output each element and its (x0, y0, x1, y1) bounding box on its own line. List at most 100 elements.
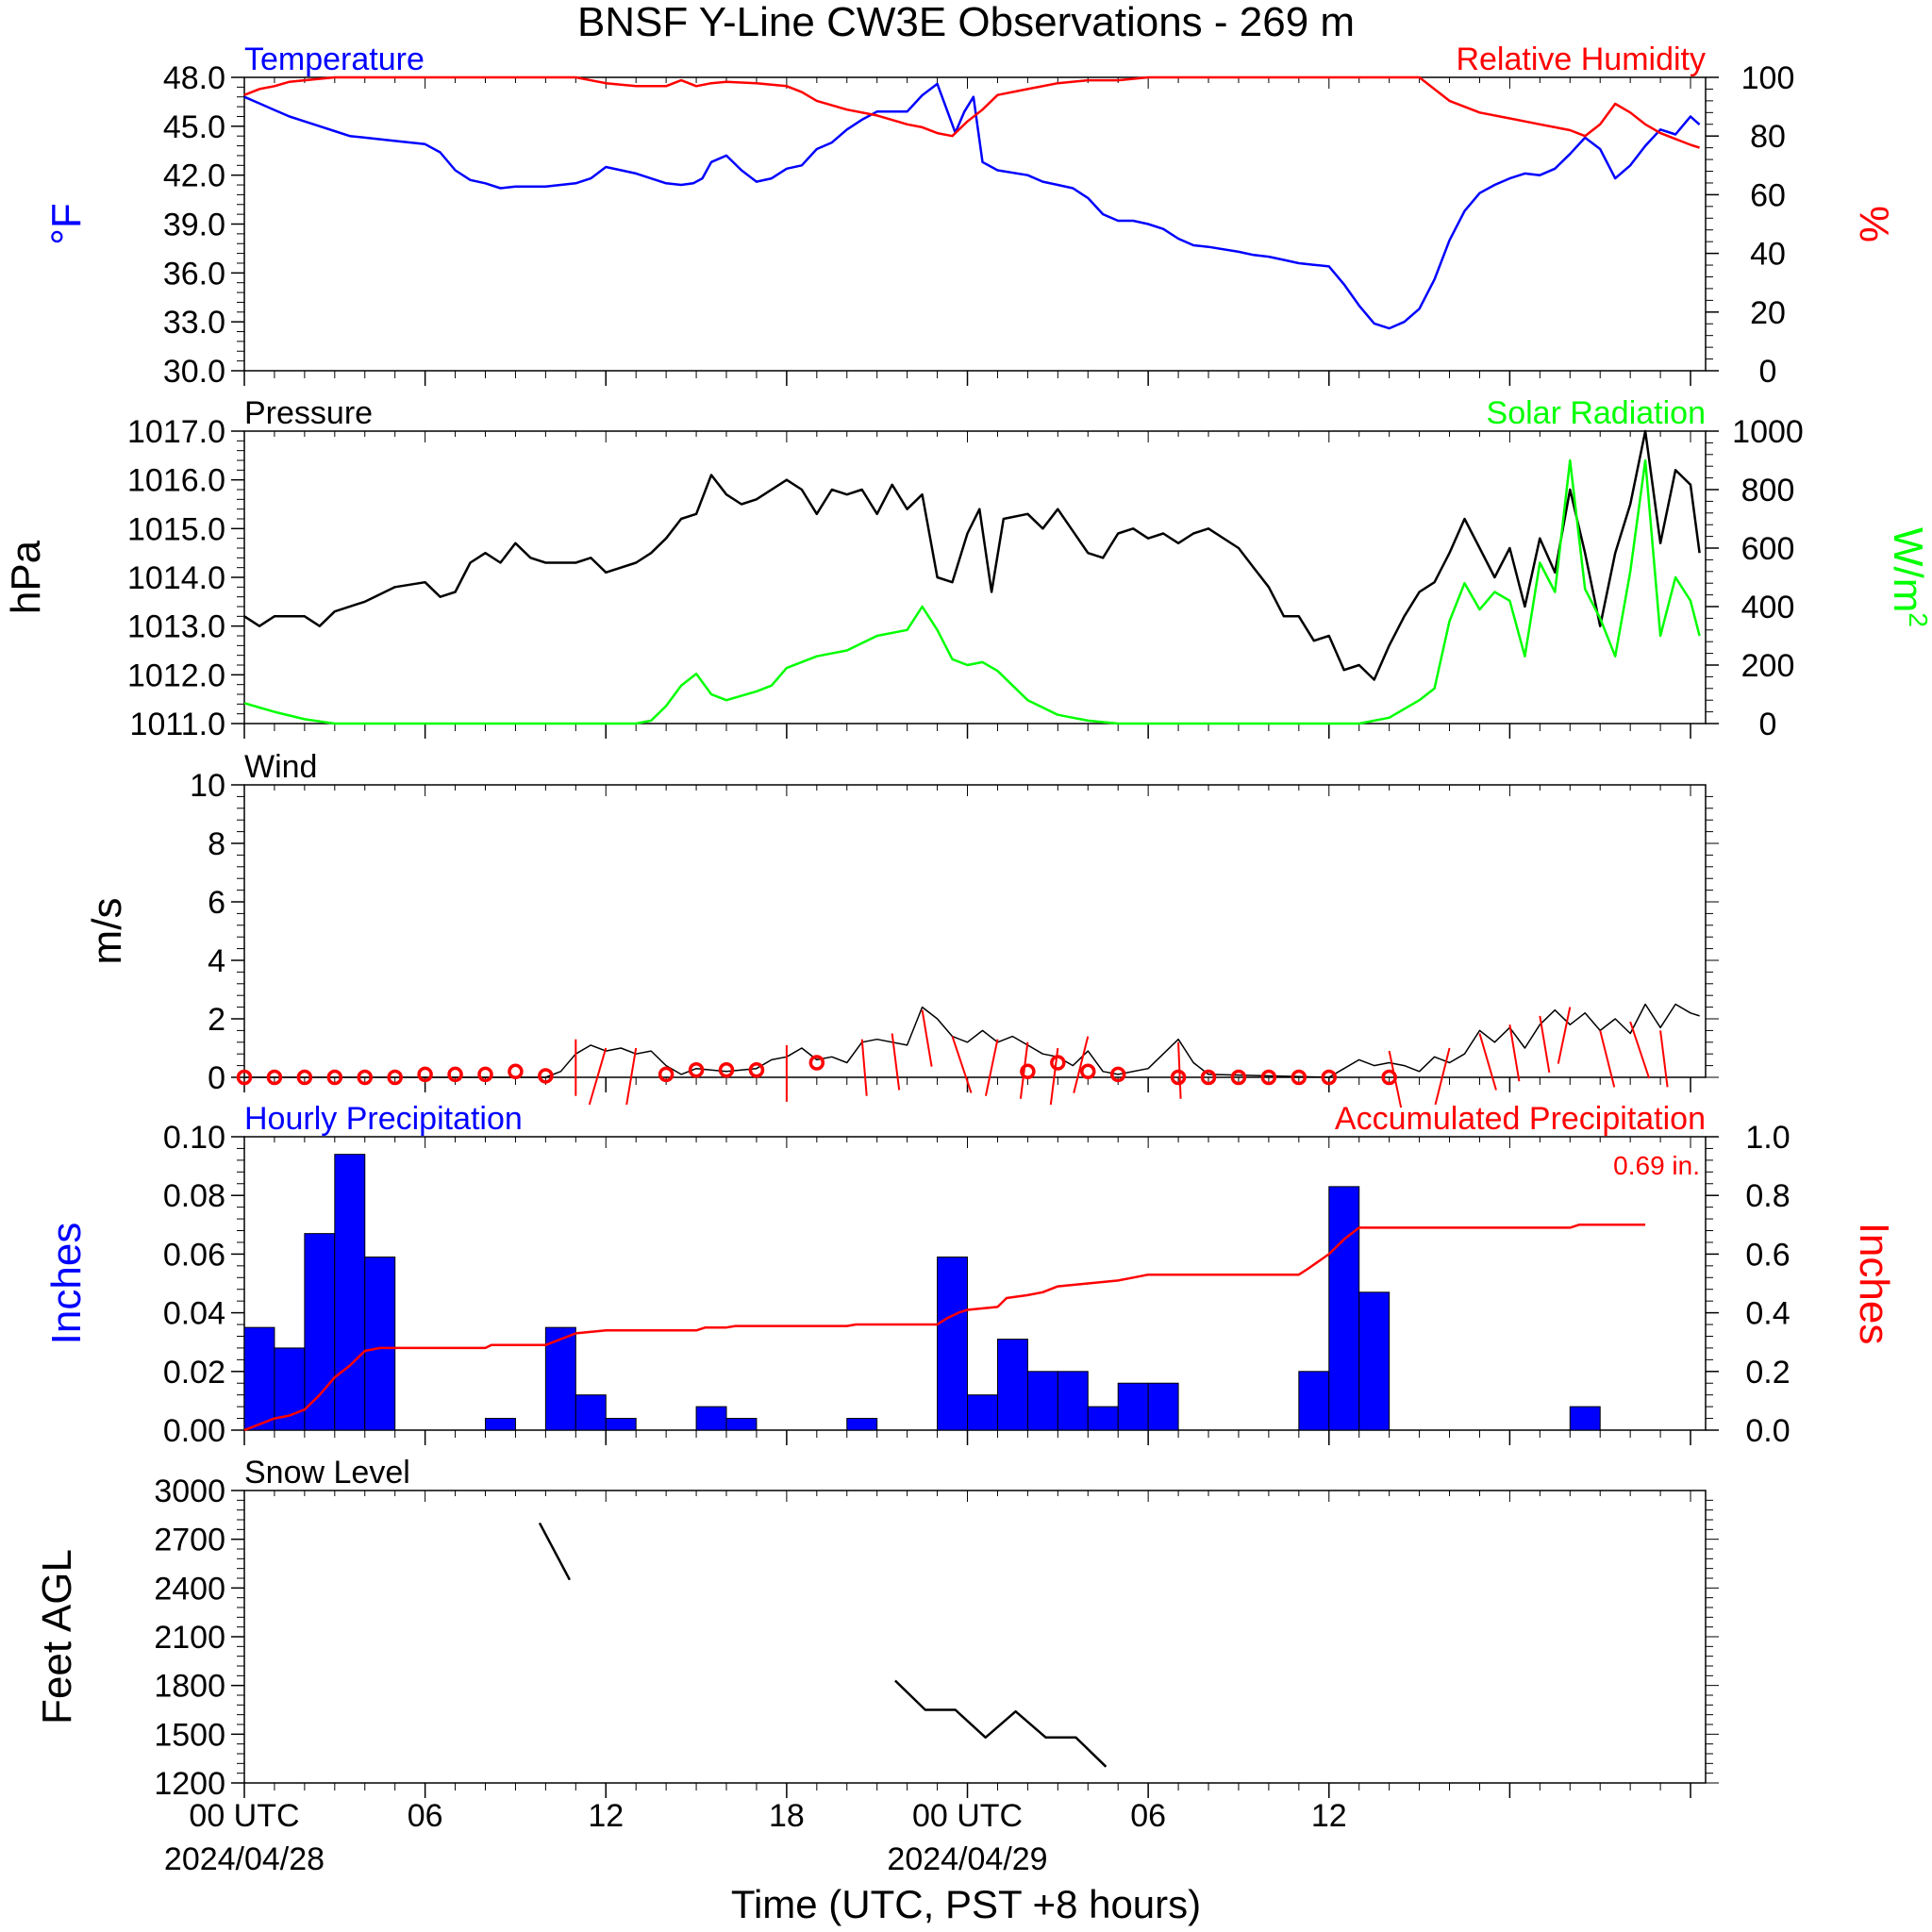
wind-barb (1539, 1015, 1551, 1074)
relative-humidity-line (243, 75, 1700, 149)
precip-bar (334, 1154, 366, 1431)
precip-bar (1087, 1406, 1119, 1431)
precip-bar (605, 1418, 637, 1431)
y-right-axis-label: Inches (1851, 1223, 1897, 1345)
wind-calm-marker (1230, 1069, 1247, 1086)
y-tick-label: 39.0 (163, 208, 225, 243)
y-tick-label: 6 (208, 885, 225, 921)
pressure-solar-panel: 1011.0 1012.0 1013.0 1014.0 1015.0 1016.0 1017… (3, 395, 1932, 742)
y-right-tick-label: 100 (1741, 60, 1795, 96)
wind-barb (1629, 1021, 1651, 1079)
chart-title: BNSF Y-Line CW3E Observations - 269 m (577, 0, 1355, 45)
y-right-tick-label: 0 (1759, 707, 1777, 742)
wind-panel: 0 2 4 6 8 10 Wind m/s (84, 749, 1719, 1108)
y-tick-label: 36.0 (163, 256, 225, 291)
panel-right-title: Solar Radiation (1487, 395, 1706, 431)
panel-left-title: Wind (244, 749, 317, 785)
wind-calm-marker (1170, 1069, 1187, 1086)
y-right-axis-label-sup: 2 (1904, 612, 1932, 627)
y-tick-label: 45.0 (163, 109, 225, 145)
precip-bar (364, 1257, 396, 1431)
wind-barb (1508, 1024, 1521, 1082)
precip-bar (1057, 1371, 1089, 1431)
wind-barb (921, 1009, 933, 1067)
y-tick-label: 0.00 (163, 1413, 225, 1449)
y-tick-label: 0.04 (163, 1296, 225, 1332)
x-date-label: 2024/04/28 (164, 1841, 325, 1877)
precip-bar (967, 1394, 998, 1431)
precip-bar (544, 1326, 576, 1431)
precip-bar (846, 1418, 878, 1431)
wind-barb (951, 1036, 973, 1093)
x-tick-label: 12 (1311, 1798, 1347, 1834)
wind-calm-marker (357, 1069, 374, 1086)
x-tick-label: 06 (1130, 1798, 1166, 1834)
wind-barb (1073, 1036, 1090, 1093)
plot-frame (243, 1490, 1707, 1784)
wind-barb (1599, 1030, 1616, 1088)
precip-bar (1569, 1406, 1601, 1431)
temperature-humidity-panel: 30.0 33.0 36.0 39.0 42.0 45.0 48.0 0 20 40 60 80 100… (43, 42, 1897, 390)
wind-calm-marker (1050, 1055, 1066, 1071)
panel-left-title: Snow Level (244, 1455, 410, 1491)
y-tick-label: 1015.0 (127, 511, 225, 547)
panel-right-title: Relative Humidity (1456, 42, 1706, 77)
y-right-tick-label: 60 (1750, 177, 1786, 213)
wind-barb (1557, 1007, 1572, 1064)
wind-calm-marker (508, 1063, 524, 1080)
precip-bar (485, 1418, 516, 1431)
y-tick-label: 1017.0 (127, 414, 225, 450)
y-tick-label: 48.0 (163, 60, 225, 96)
wind-barb (1434, 1047, 1451, 1106)
wind-calm-marker (1291, 1069, 1307, 1086)
precip-bar (1117, 1382, 1149, 1431)
y-right-tick-label: 1000 (1732, 414, 1804, 450)
y-tick-label: 2 (208, 1002, 225, 1038)
precip-bar (575, 1394, 607, 1431)
wind-calm-marker (447, 1066, 463, 1083)
precip-bar (243, 1326, 275, 1431)
y-tick-label: 1011.0 (130, 707, 225, 742)
precip-bar (695, 1406, 727, 1431)
y-tick-label: 0.08 (163, 1178, 225, 1214)
wind-calm-marker (688, 1062, 705, 1078)
precip-bar (1298, 1371, 1330, 1431)
wind-calm-marker (808, 1055, 825, 1071)
y-tick-label: 42.0 (163, 158, 225, 194)
y-tick-label: 1013.0 (127, 609, 225, 645)
y-tick-label: 2700 (154, 1523, 225, 1558)
panel-left-title: Pressure (244, 395, 373, 431)
y-tick-label: 3000 (154, 1474, 225, 1509)
x-tick-label: 00 UTC (189, 1798, 299, 1834)
y-axis-label: Feet AGL (34, 1549, 80, 1724)
wind-barb (984, 1039, 999, 1096)
wind-barb (1177, 1041, 1182, 1099)
x-tick-label: 00 UTC (912, 1798, 1023, 1834)
wind-calm-marker (658, 1066, 675, 1083)
precip-bar (304, 1233, 336, 1431)
precip-bar (1358, 1291, 1391, 1431)
wind-barb (860, 1039, 868, 1096)
wind-barb (1049, 1047, 1059, 1106)
pressure-line (243, 429, 1701, 681)
wind-calm-marker (417, 1066, 433, 1083)
precip-bar (1328, 1186, 1360, 1431)
x-date-label: 2024/04/29 (887, 1841, 1047, 1877)
wind-barb (1388, 1050, 1403, 1108)
plot-frame (243, 76, 1707, 372)
y-tick-label: 1200 (154, 1766, 225, 1802)
y-right-tick-label: 200 (1741, 648, 1795, 684)
wind-calm-marker (1109, 1066, 1126, 1083)
y-tick-label: 10 (190, 768, 225, 804)
plot-frame (243, 1136, 1707, 1431)
panel-left-title: Temperature (244, 42, 425, 77)
wind-calm-marker (538, 1068, 554, 1084)
x-tick-label: 06 (408, 1798, 443, 1834)
wind-calm-marker (1080, 1063, 1096, 1080)
snow-level-b-line (894, 1679, 1108, 1768)
wind-barb (625, 1047, 638, 1106)
y-tick-label: 0.02 (163, 1355, 225, 1391)
y-right-tick-label: 0.8 (1745, 1178, 1790, 1214)
y-tick-label: 0 (208, 1060, 225, 1096)
